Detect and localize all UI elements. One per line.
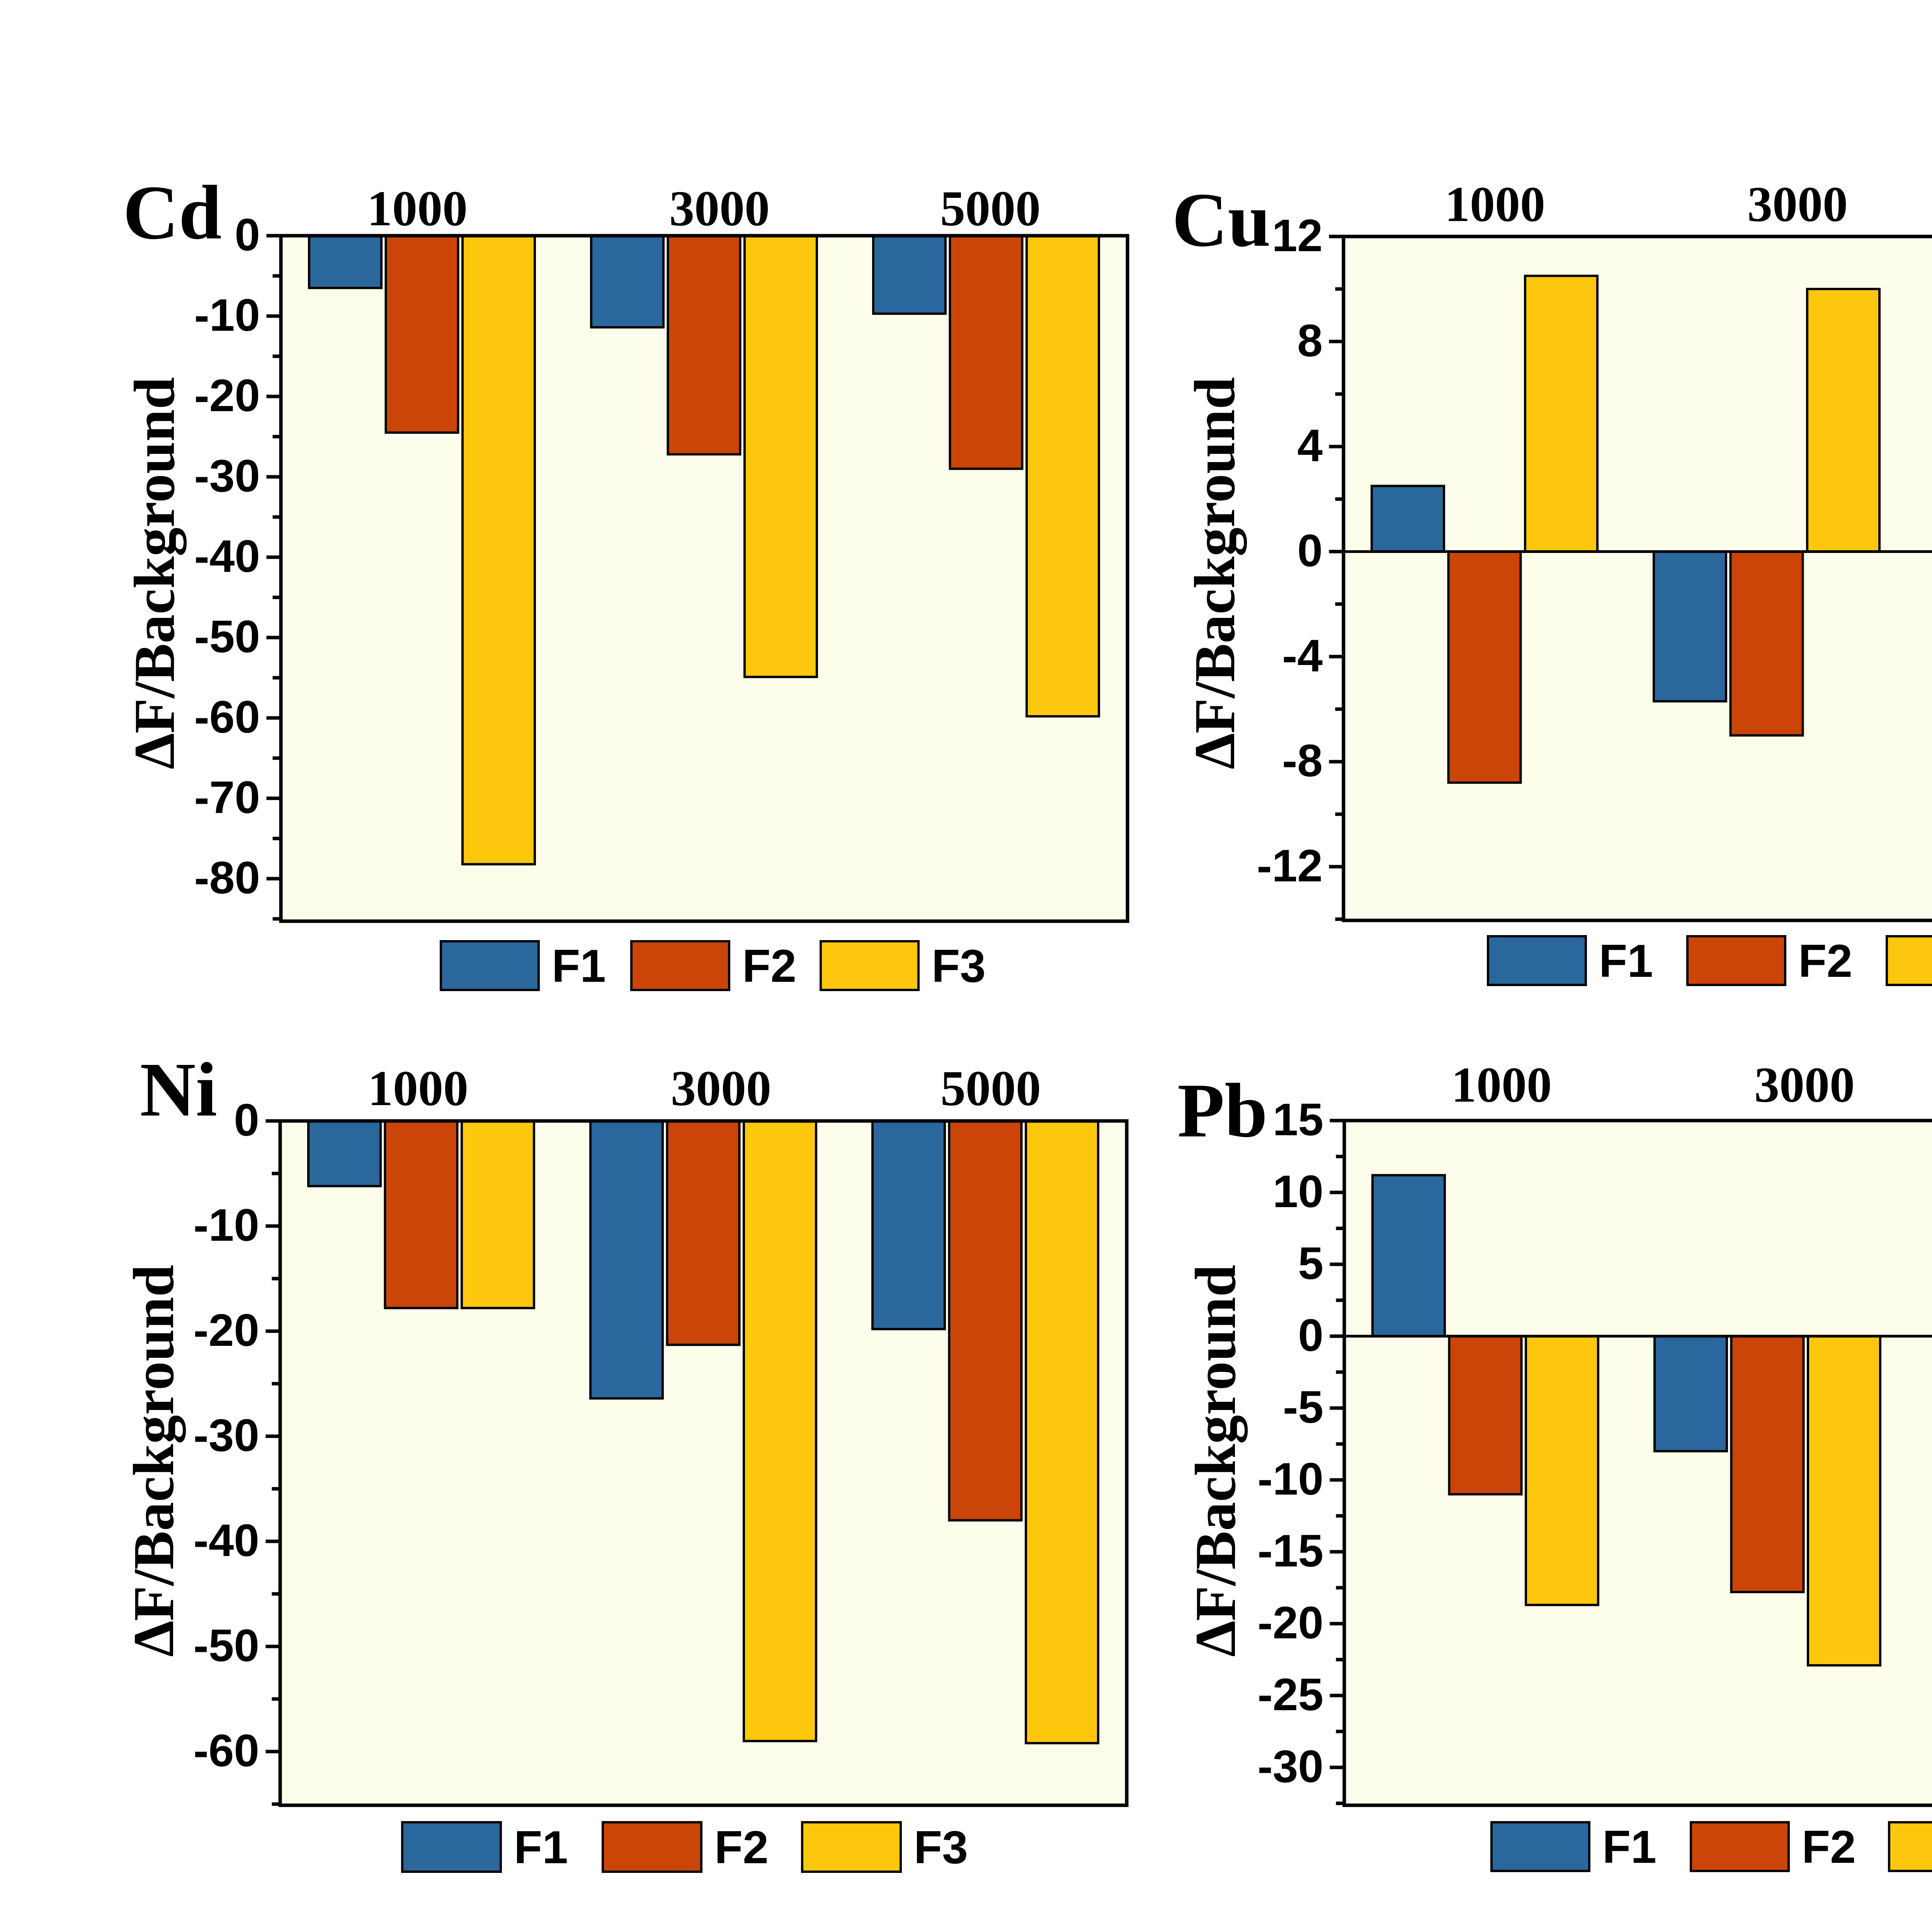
svg-text:Cd: Cd: [123, 170, 222, 255]
svg-text:5000: 5000: [940, 181, 1041, 236]
svg-text:-70: -70: [194, 772, 260, 823]
svg-text:-20: -20: [1257, 1597, 1323, 1648]
svg-text:0: 0: [1297, 526, 1323, 577]
svg-text:-80: -80: [194, 852, 260, 903]
svg-text:1000: 1000: [1451, 1057, 1552, 1113]
svg-text:F3: F3: [932, 940, 986, 992]
svg-text:-30: -30: [1257, 1741, 1323, 1792]
svg-text:Ni: Ni: [140, 1047, 217, 1133]
svg-text:-60: -60: [193, 1725, 259, 1776]
svg-text:-30: -30: [193, 1410, 259, 1461]
svg-text:0: 0: [235, 209, 260, 260]
svg-text:8: 8: [1297, 315, 1323, 366]
svg-text:∆F/Background: ∆F/Background: [122, 1265, 186, 1656]
svg-text:-4: -4: [1282, 630, 1323, 681]
svg-text:F1: F1: [1602, 1821, 1656, 1873]
svg-text:-25: -25: [1257, 1669, 1323, 1720]
svg-text:3000: 3000: [1747, 177, 1848, 232]
svg-text:5: 5: [1298, 1238, 1323, 1289]
svg-text:Pb: Pb: [1177, 1068, 1267, 1153]
svg-text:∆F/Background: ∆F/Background: [1184, 1265, 1248, 1656]
svg-text:F2: F2: [742, 940, 796, 992]
svg-text:1000: 1000: [368, 1061, 468, 1116]
svg-text:0: 0: [1298, 1310, 1323, 1361]
svg-text:F2: F2: [714, 1821, 769, 1873]
svg-text:∆F/Background: ∆F/Background: [1183, 377, 1247, 769]
svg-text:Cu: Cu: [1172, 177, 1271, 263]
svg-text:-40: -40: [194, 531, 260, 582]
svg-text:12: 12: [1272, 210, 1323, 261]
svg-text:F2: F2: [1798, 935, 1852, 987]
svg-text:3000: 3000: [1754, 1057, 1855, 1113]
svg-text:1000: 1000: [367, 181, 468, 236]
svg-text:0: 0: [234, 1095, 259, 1146]
svg-text:F3: F3: [914, 1821, 968, 1873]
svg-text:10: 10: [1273, 1166, 1323, 1217]
svg-text:-8: -8: [1282, 735, 1323, 786]
svg-text:-50: -50: [194, 611, 260, 662]
svg-text:-10: -10: [1257, 1454, 1323, 1505]
svg-text:F2: F2: [1802, 1821, 1856, 1873]
svg-text:15: 15: [1273, 1094, 1323, 1145]
svg-text:3000: 3000: [671, 1061, 771, 1116]
svg-text:F1: F1: [514, 1821, 568, 1873]
svg-text:4: 4: [1297, 420, 1323, 471]
svg-text:F1: F1: [1599, 935, 1653, 987]
svg-text:-30: -30: [194, 451, 260, 502]
svg-text:F1: F1: [552, 940, 606, 992]
svg-text:-40: -40: [193, 1515, 259, 1566]
svg-text:∆F/Background: ∆F/Background: [122, 377, 187, 769]
svg-text:1000: 1000: [1445, 177, 1545, 232]
svg-text:-60: -60: [194, 692, 260, 743]
svg-text:3000: 3000: [669, 181, 770, 236]
svg-text:-10: -10: [193, 1200, 259, 1251]
svg-text:-50: -50: [193, 1620, 259, 1671]
svg-text:-10: -10: [194, 290, 260, 341]
svg-text:-20: -20: [194, 370, 260, 421]
svg-text:5000: 5000: [940, 1061, 1041, 1116]
svg-text:-15: -15: [1257, 1526, 1323, 1577]
svg-text:-20: -20: [193, 1305, 259, 1356]
svg-text:-12: -12: [1257, 840, 1323, 891]
svg-text:-5: -5: [1283, 1382, 1323, 1433]
